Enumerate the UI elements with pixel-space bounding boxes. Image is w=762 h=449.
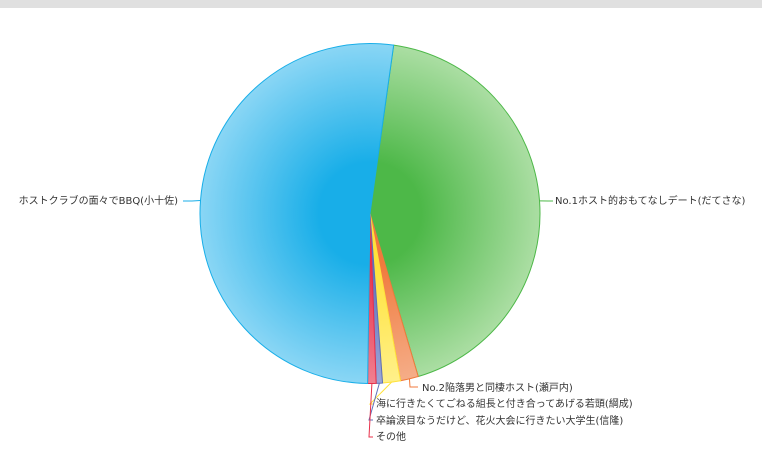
slice-label: No.2陥落男と同棲ホスト(瀬戸内) (422, 381, 573, 394)
slice-label: その他 (376, 430, 406, 443)
slice-label: 海に行きたくてごねる組長と付き合ってあげる若頭(綱成) (376, 397, 633, 410)
leader-line (368, 383, 380, 421)
slice-label: No.1ホスト的おもてなしデート(だてさな) (555, 194, 745, 207)
leader-line (368, 381, 392, 405)
leader-line (368, 383, 373, 438)
leader-line (408, 378, 418, 388)
slice-label: 卒論涙目なうだけど、花火大会に行きたい大学生(信隆) (376, 414, 623, 427)
pie-slice[interactable] (199, 43, 395, 384)
top-bar (0, 0, 762, 8)
pie-slice[interactable] (369, 44, 541, 378)
leader-line (183, 199, 201, 202)
slice-label: ホストクラブの面々でBBQ(小十佐) (19, 194, 178, 207)
